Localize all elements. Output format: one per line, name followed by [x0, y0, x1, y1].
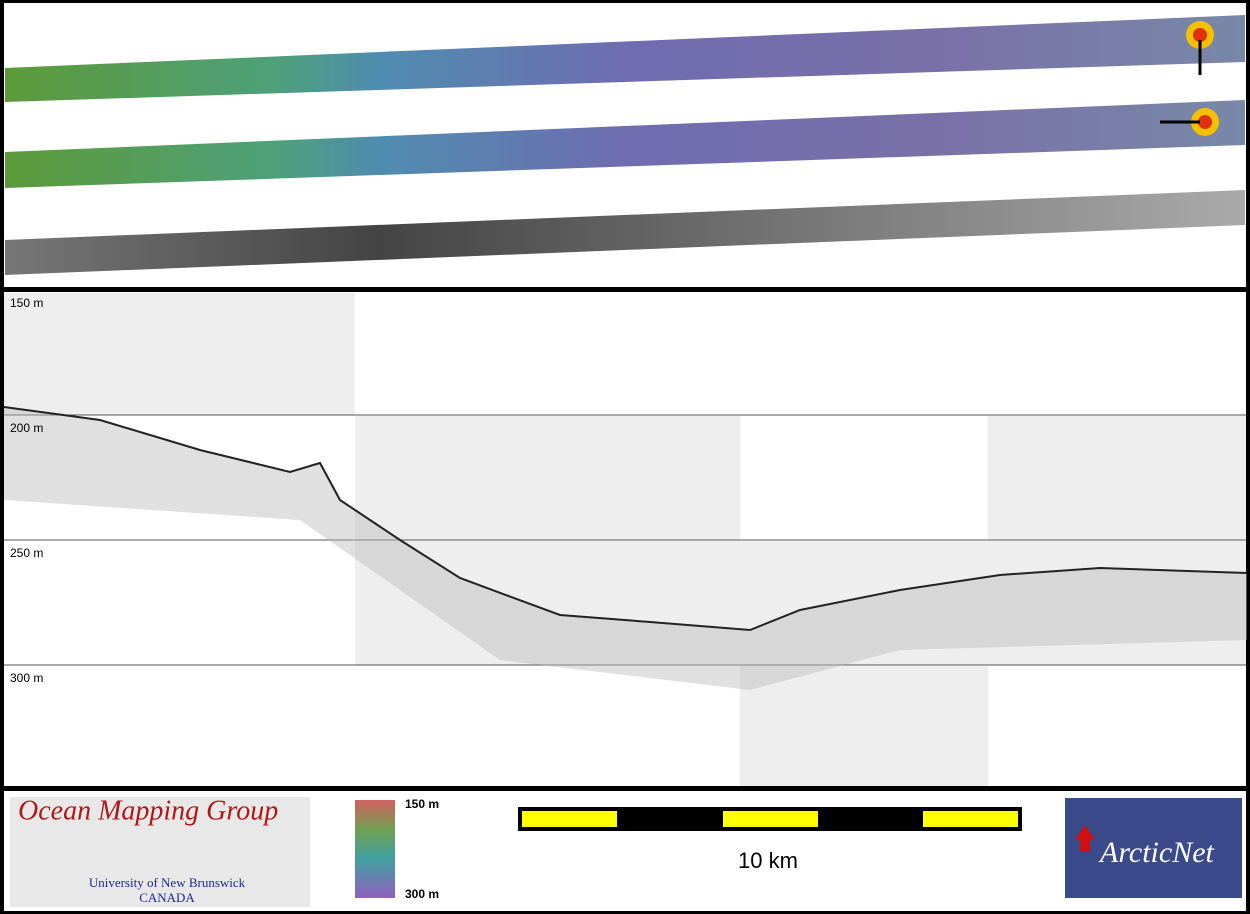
band [355, 541, 1246, 665]
depth-label: 200 m [10, 421, 43, 435]
maple-leaf [1075, 825, 1095, 852]
logo-country: CANADA [139, 890, 195, 905]
depth-label: 150 m [10, 296, 43, 310]
sun-icon [1193, 28, 1207, 42]
band [4, 293, 355, 415]
scale-label: 10 km [738, 848, 798, 873]
colorbar-label: 300 m [405, 887, 439, 901]
depth-bands [4, 293, 1246, 786]
logo-title: ArcticNet [1098, 836, 1215, 869]
sun-icon [1198, 115, 1212, 129]
logo-subtitle: University of New Brunswick [89, 875, 246, 890]
swath-strip [5, 15, 1245, 102]
swath-strip [5, 100, 1245, 188]
scale-segment [522, 811, 617, 827]
backscatter-strip [5, 190, 1245, 275]
logo-right [1065, 798, 1242, 898]
scale-segment [723, 811, 818, 827]
depth-label: 250 m [10, 546, 43, 560]
logo-title: Ocean Mapping Group [18, 795, 278, 826]
seafloor-profile [3, 406, 1248, 632]
depth-label: 300 m [10, 671, 43, 685]
scale-segment [923, 811, 1018, 827]
band [988, 416, 1246, 540]
echo-scatter [4, 407, 1247, 690]
colorbar-label: 150 m [405, 797, 439, 811]
logo-left [10, 797, 310, 907]
depth-lines [4, 414, 1246, 666]
colorbar [355, 800, 395, 898]
band [740, 666, 988, 786]
band [355, 416, 740, 540]
